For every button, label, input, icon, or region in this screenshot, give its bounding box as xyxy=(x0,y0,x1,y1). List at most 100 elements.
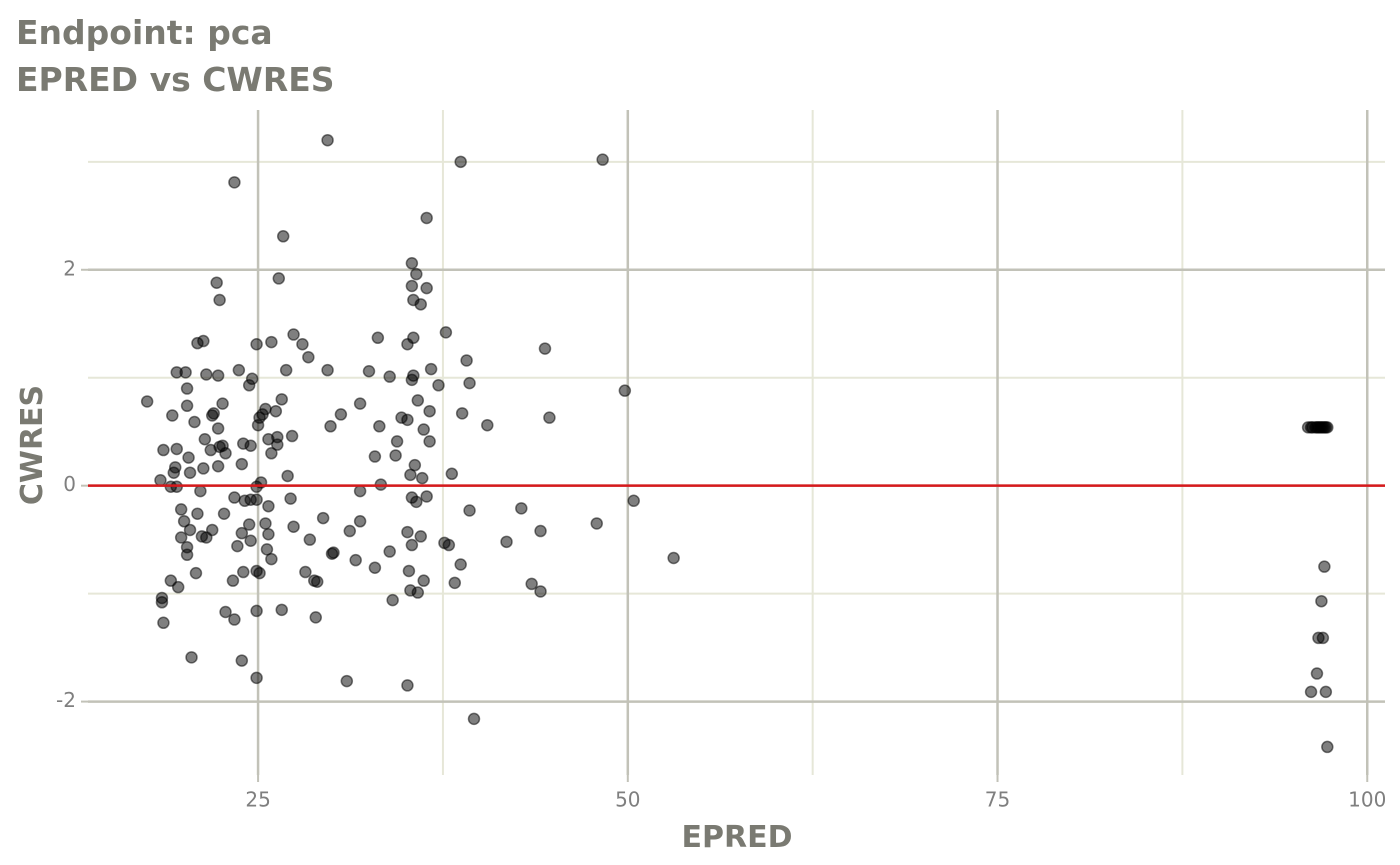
point xyxy=(276,230,290,243)
point xyxy=(325,547,339,560)
point xyxy=(401,338,414,351)
x-tick-label: 75 xyxy=(985,788,1010,812)
point xyxy=(157,616,170,630)
point xyxy=(316,511,330,525)
point xyxy=(414,530,428,543)
point xyxy=(179,366,192,379)
point xyxy=(417,423,430,436)
point xyxy=(237,565,250,579)
point xyxy=(170,442,183,456)
point xyxy=(228,613,241,626)
point xyxy=(180,548,194,562)
point xyxy=(362,365,376,378)
point xyxy=(627,494,640,508)
point xyxy=(180,382,194,395)
point xyxy=(411,394,425,407)
point xyxy=(410,495,423,509)
point xyxy=(460,354,473,367)
point xyxy=(265,335,278,349)
point xyxy=(534,524,547,538)
point xyxy=(284,492,297,505)
x-tick-label: 25 xyxy=(245,788,270,812)
point xyxy=(216,397,229,410)
point xyxy=(1310,667,1324,680)
point xyxy=(401,525,414,539)
point xyxy=(405,257,419,270)
point xyxy=(262,433,275,446)
point xyxy=(414,298,428,311)
point xyxy=(228,176,241,189)
point xyxy=(455,407,469,420)
point xyxy=(590,517,603,530)
point xyxy=(373,420,386,433)
point xyxy=(334,408,348,421)
point xyxy=(180,399,194,413)
x-tick-label: 100 xyxy=(1348,788,1386,812)
point xyxy=(353,515,367,528)
point xyxy=(410,267,423,281)
point xyxy=(1315,594,1328,608)
point xyxy=(275,603,288,617)
point xyxy=(420,490,433,503)
point xyxy=(525,577,538,591)
point xyxy=(183,466,197,479)
point xyxy=(189,566,203,580)
point xyxy=(211,369,225,382)
point xyxy=(442,538,456,552)
y-tick-label: 0 xyxy=(63,472,76,496)
point xyxy=(353,484,367,498)
point xyxy=(1304,685,1318,699)
point xyxy=(543,411,556,424)
x-tick-label: 50 xyxy=(615,788,640,812)
point xyxy=(262,499,275,513)
point xyxy=(500,535,513,549)
point xyxy=(235,526,249,540)
point xyxy=(228,491,241,504)
point xyxy=(211,460,225,473)
point xyxy=(262,528,275,541)
point xyxy=(321,363,334,377)
chart-subtitle: EPRED vs CWRES xyxy=(16,60,335,99)
points xyxy=(140,133,1334,754)
point xyxy=(231,539,244,553)
point xyxy=(217,507,231,520)
point xyxy=(417,574,430,587)
point xyxy=(538,342,552,355)
point xyxy=(340,674,354,688)
point xyxy=(368,561,382,574)
point xyxy=(667,551,680,565)
point xyxy=(271,438,284,451)
point xyxy=(185,651,198,664)
point xyxy=(250,604,263,618)
point xyxy=(389,449,402,462)
point xyxy=(182,451,195,464)
point xyxy=(448,576,462,590)
point xyxy=(265,447,278,460)
point xyxy=(432,379,445,392)
point xyxy=(405,538,419,552)
point xyxy=(155,596,169,609)
point xyxy=(467,712,481,726)
point xyxy=(198,433,212,446)
point xyxy=(213,293,226,307)
point xyxy=(167,466,181,479)
point xyxy=(191,507,204,520)
point xyxy=(211,422,225,435)
point xyxy=(250,671,263,685)
point xyxy=(244,439,257,452)
point xyxy=(1319,685,1333,699)
y-axis-label: CWRES xyxy=(15,385,50,505)
point xyxy=(204,443,217,457)
point xyxy=(242,379,256,392)
point xyxy=(383,370,396,383)
point xyxy=(383,545,396,558)
point xyxy=(402,564,416,578)
point xyxy=(1321,740,1334,754)
point xyxy=(353,397,367,410)
point xyxy=(253,566,266,580)
point xyxy=(166,409,179,422)
point xyxy=(401,413,414,427)
point xyxy=(299,565,312,579)
point xyxy=(296,338,309,351)
